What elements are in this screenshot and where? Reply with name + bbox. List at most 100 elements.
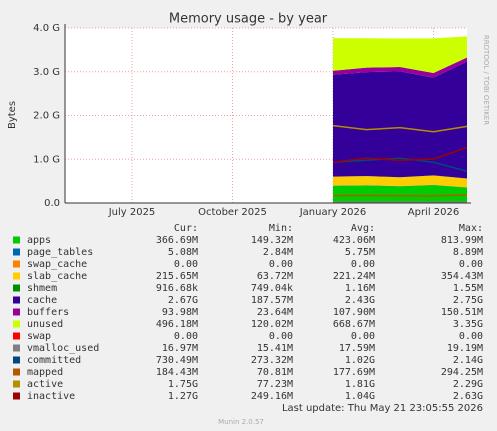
legend-stat: 8.89M (453, 247, 483, 258)
legend-swatch (13, 368, 20, 376)
watermark: RRDTOOL / TOBI OETIKER (482, 35, 490, 125)
legend-swatch (13, 356, 20, 364)
legend-stat: 294.25M (441, 367, 483, 378)
legend-label: apps (27, 235, 51, 246)
legend-stat: 1.81G (345, 379, 375, 390)
legend-stat: 2.75G (453, 295, 483, 306)
legend-stat: 16.97M (162, 343, 198, 354)
x-tick-label: October 2025 (198, 207, 267, 218)
legend-stat: 423.06M (333, 235, 375, 246)
legend-stat: 15.41M (257, 343, 293, 354)
area (333, 36, 467, 74)
line (332, 194, 468, 197)
legend-label: swap (27, 331, 51, 342)
legend-label: unused (27, 319, 63, 330)
legend-stat: 0.00 (174, 259, 198, 270)
legend-swatch (13, 296, 20, 304)
legend-label: shmem (27, 283, 57, 294)
x-tick-label: January 2026 (299, 207, 367, 218)
legend-label: committed (27, 355, 81, 366)
legend-header: Max: (459, 223, 483, 234)
legend-swatch (13, 344, 20, 352)
legend-stat: 0.00 (269, 259, 293, 270)
legend-label: active (27, 379, 63, 390)
version: Munin 2.0.57 (218, 418, 264, 426)
legend-stat: 2.29G (453, 379, 483, 390)
legend-stat: 177.69M (333, 367, 375, 378)
legend-stat: 107.90M (333, 307, 375, 318)
y-tick-label: 2.0 G (33, 111, 60, 122)
legend-label: inactive (27, 391, 75, 402)
legend-stat: 730.49M (156, 355, 198, 366)
legend-stat: 150.51M (441, 307, 483, 318)
legend-stat: 19.19M (447, 343, 483, 354)
legend-stat: 1.02G (345, 355, 375, 366)
legend-stat: 668.67M (333, 319, 375, 330)
legend-stat: 215.65M (156, 271, 198, 282)
legend-swatch (13, 284, 20, 292)
legend-stat: 249.16M (251, 391, 293, 402)
legend-label: cache (27, 295, 57, 306)
line (332, 157, 468, 172)
legend-swatch (13, 308, 20, 316)
legend-stat: 0.00 (459, 331, 483, 342)
legend-swatch (13, 248, 20, 256)
area (333, 175, 467, 188)
legend-stat: 70.81M (257, 367, 293, 378)
area (333, 61, 467, 179)
legend-swatch (13, 392, 20, 400)
legend-stat: 93.98M (162, 307, 198, 318)
legend-label: slab_cache (27, 271, 87, 282)
legend-stat: 1.27G (168, 391, 198, 402)
legend-stat: 187.57M (251, 295, 293, 306)
legend-stat: 354.43M (441, 271, 483, 282)
legend-swatch (13, 320, 20, 328)
legend-stat: 221.24M (333, 271, 375, 282)
legend-stat: 1.55M (453, 283, 483, 294)
legend-stat: 77.23M (257, 379, 293, 390)
legend-stat: 2.14G (453, 355, 483, 366)
legend-stat: 1.04G (345, 391, 375, 402)
legend-swatch (13, 380, 20, 388)
y-axis-label: Bytes (7, 101, 18, 129)
x-tick-label: April 2026 (408, 207, 459, 218)
legend-stat: 0.00 (351, 331, 375, 342)
legend-stat: 2.63G (453, 391, 483, 402)
legend-header: Cur: (174, 223, 198, 234)
legend-stat: 63.72M (257, 271, 293, 282)
area (333, 57, 467, 78)
legend-header: Avg: (351, 223, 375, 234)
legend-stat: 366.69M (156, 235, 198, 246)
legend-stat: 5.08M (168, 247, 198, 258)
legend-label: vmalloc_used (27, 343, 99, 354)
legend-label: swap_cache (27, 259, 87, 270)
area (333, 184, 467, 188)
legend-stat: 5.75M (345, 247, 375, 258)
legend-stat: 23.64M (257, 307, 293, 318)
line (332, 124, 468, 133)
footer: Last update: Thu May 21 23:05:55 2026 (282, 403, 483, 414)
legend-stat: 2.84M (263, 247, 293, 258)
y-tick-label: 1.0 G (33, 154, 60, 165)
legend-swatch (13, 272, 20, 280)
legend-stat: 1.16M (345, 283, 375, 294)
legend-stat: 813.99M (441, 235, 483, 246)
legend-swatch (13, 260, 20, 268)
legend-label: mapped (27, 367, 63, 378)
legend-stat: 120.02M (251, 319, 293, 330)
legend-swatch (13, 332, 20, 340)
y-tick-label: 3.0 G (33, 67, 60, 78)
legend-stat: 3.35G (453, 319, 483, 330)
legend-stat: 496.18M (156, 319, 198, 330)
legend-stat: 749.04k (251, 283, 293, 294)
legend-label: page_tables (27, 247, 93, 258)
chart-title: Memory usage - by year (169, 12, 328, 27)
x-tick-label: July 2025 (108, 207, 156, 218)
y-tick-label: 0.0 (44, 198, 60, 209)
legend-stat: 2.43G (345, 295, 375, 306)
y-tick-label: 4.0 G (33, 23, 60, 34)
legend-stat: 17.59M (339, 343, 375, 354)
legend-stat: 916.68k (156, 283, 198, 294)
